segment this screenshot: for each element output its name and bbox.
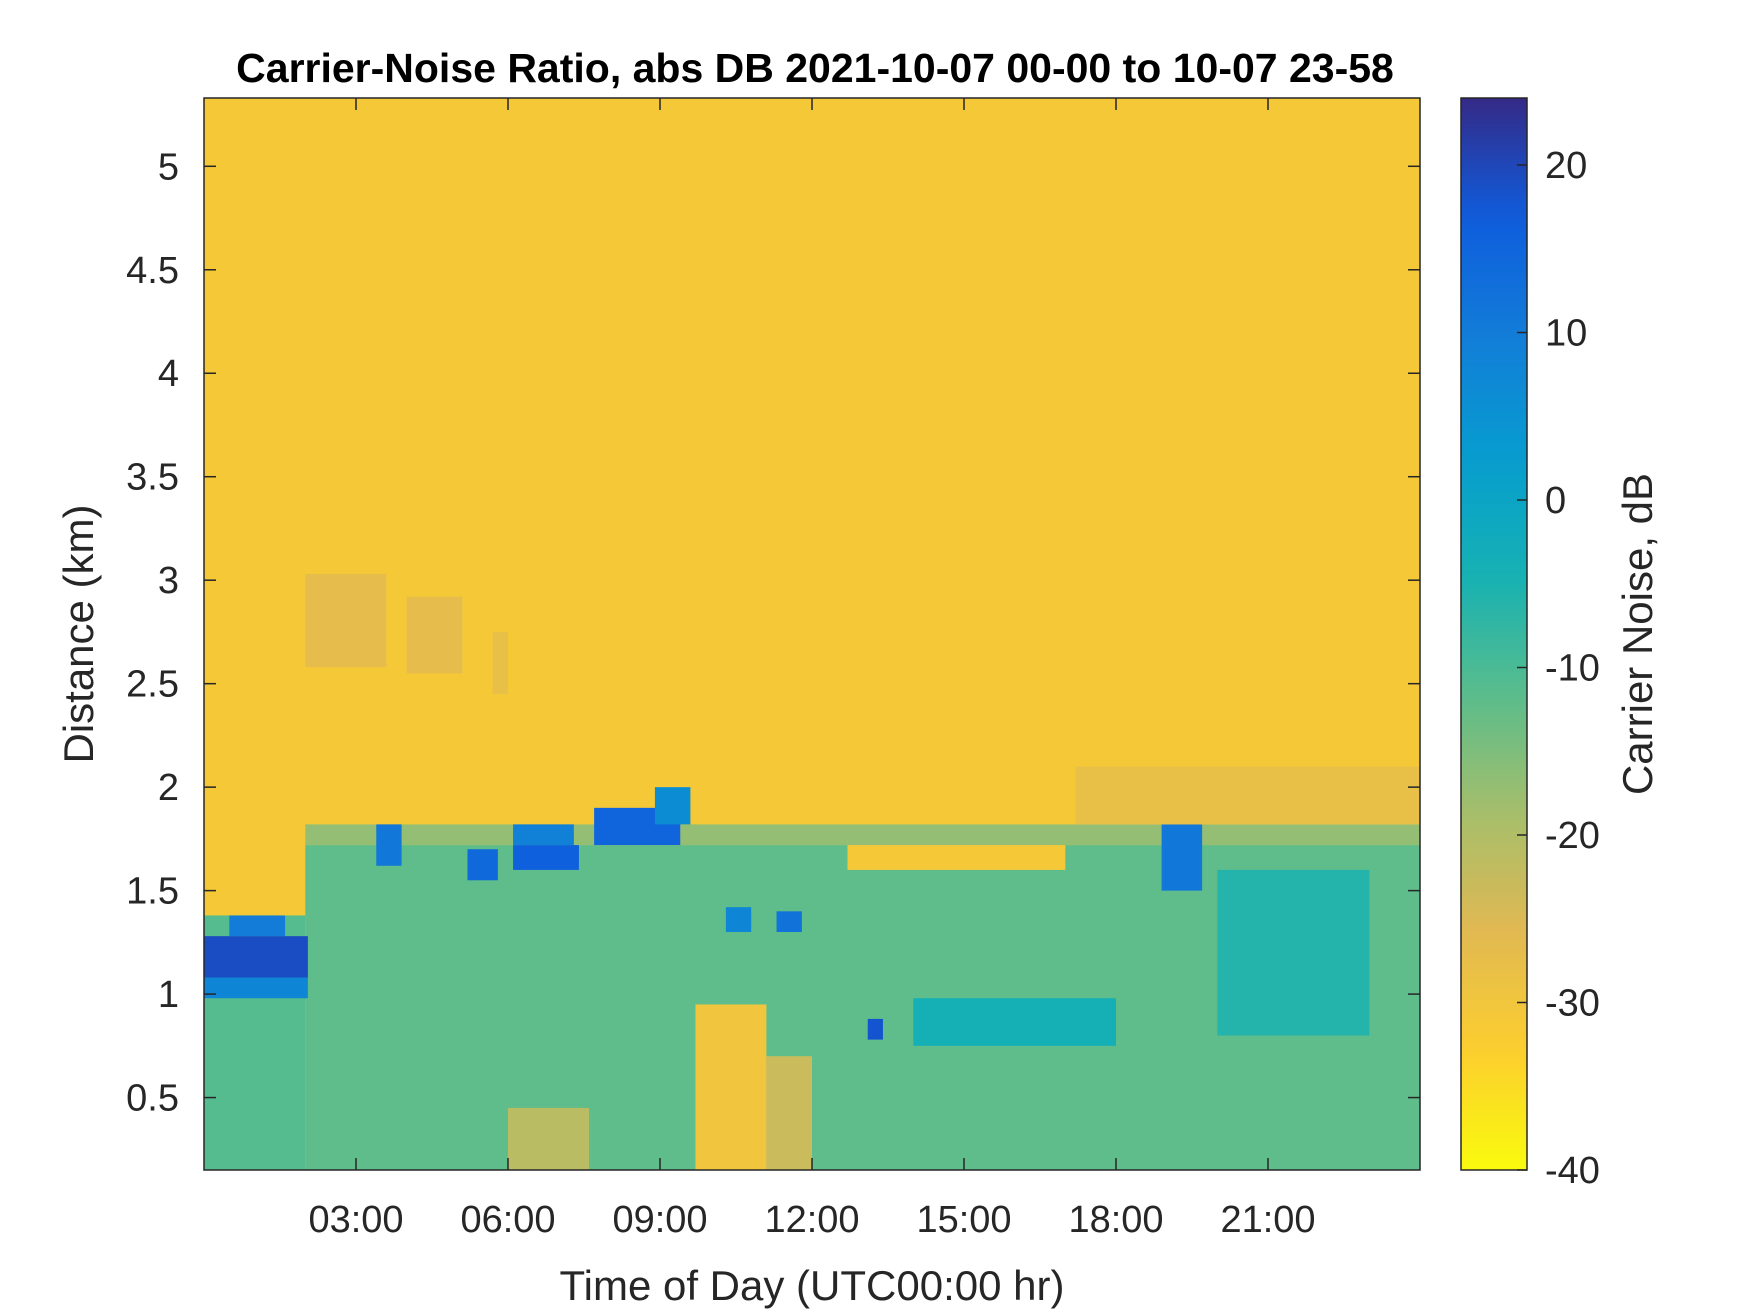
heatmap-region-12 <box>725 907 752 933</box>
heatmap-cells <box>204 98 1420 1170</box>
heatmap-region-15 <box>1161 824 1203 891</box>
y-tick-label: 5 <box>158 146 179 188</box>
heatmap-region-13 <box>776 911 802 933</box>
heatmap-region-18 <box>695 1004 767 1170</box>
heatmap-region-11 <box>654 787 691 825</box>
x-tick-label: 18:00 <box>1068 1199 1163 1241</box>
y-tick-label: 1 <box>158 974 179 1016</box>
x-tick-label: 15:00 <box>916 1199 1011 1241</box>
heatmap-region-2 <box>305 824 1420 846</box>
y-tick-label: 3 <box>158 560 179 602</box>
heatmap-region-25 <box>492 631 508 695</box>
heatmap-region-22 <box>1075 766 1420 825</box>
heatmap-region-4 <box>204 977 308 999</box>
heatmap-region-16 <box>913 998 1116 1046</box>
colorbar-tick-label: -10 <box>1545 648 1600 690</box>
x-axis: 03:00 06:00 09:00 12:00 15:00 18:00 21:00 <box>308 98 1316 1241</box>
heatmap-region-23 <box>305 573 387 668</box>
y-axis: 0.5 1 1.5 2 2.5 3 3.5 4 4.5 5 <box>126 146 1420 1120</box>
x-tick-label: 12:00 <box>764 1199 859 1241</box>
colorbar-tick-label: 20 <box>1545 145 1587 187</box>
colorbar <box>1460 97 1528 1171</box>
colorbar-tick-label: -30 <box>1545 983 1600 1025</box>
chart-title: Carrier-Noise Ratio, abs DB 2021-10-07 0… <box>236 45 1394 91</box>
heatmap-region-3 <box>204 936 308 978</box>
y-tick-label: 1.5 <box>126 871 179 913</box>
y-tick-label: 3.5 <box>126 457 179 499</box>
x-tick-label: 21:00 <box>1220 1199 1315 1241</box>
colorbar-axis: 20 10 0 -10 -20 -30 -40 <box>1517 145 1600 1192</box>
colorbar-label: Carrier Noise, dB <box>1614 473 1661 795</box>
colorbar-tick-label: 0 <box>1545 480 1566 522</box>
heatmap-region-19 <box>766 1056 812 1170</box>
x-tick-label: 09:00 <box>612 1199 707 1241</box>
x-tick-label: 06:00 <box>460 1199 555 1241</box>
colorbar-tick-label: -20 <box>1545 815 1600 857</box>
heatmap-region-17 <box>1217 869 1370 1036</box>
heatmap-region-6 <box>376 824 402 866</box>
y-tick-label: 4.5 <box>126 250 179 292</box>
heatmap-region-9 <box>513 824 574 846</box>
heatmap-region-8 <box>513 845 579 870</box>
y-tick-label: 2 <box>158 767 179 809</box>
y-tick-label: 2.5 <box>126 664 179 706</box>
colorbar-tick-label: 10 <box>1545 313 1587 355</box>
x-axis-label: Time of Day (UTC00:00 hr) <box>560 1262 1065 1309</box>
y-axis-label: Distance (km) <box>55 504 102 763</box>
x-tick-label: 03:00 <box>308 1199 403 1241</box>
heatmap-region-7 <box>467 849 498 881</box>
y-tick-label: 4 <box>158 353 179 395</box>
colorbar-tick-label: -40 <box>1545 1150 1600 1192</box>
heatmap-region-24 <box>406 596 463 674</box>
heatmap-region-20 <box>508 1107 590 1170</box>
y-tick-label: 0.5 <box>126 1078 179 1120</box>
heatmap-region-14 <box>867 1018 883 1040</box>
heatmap-region-5 <box>229 915 286 937</box>
heatmap-region-21 <box>847 845 1066 870</box>
